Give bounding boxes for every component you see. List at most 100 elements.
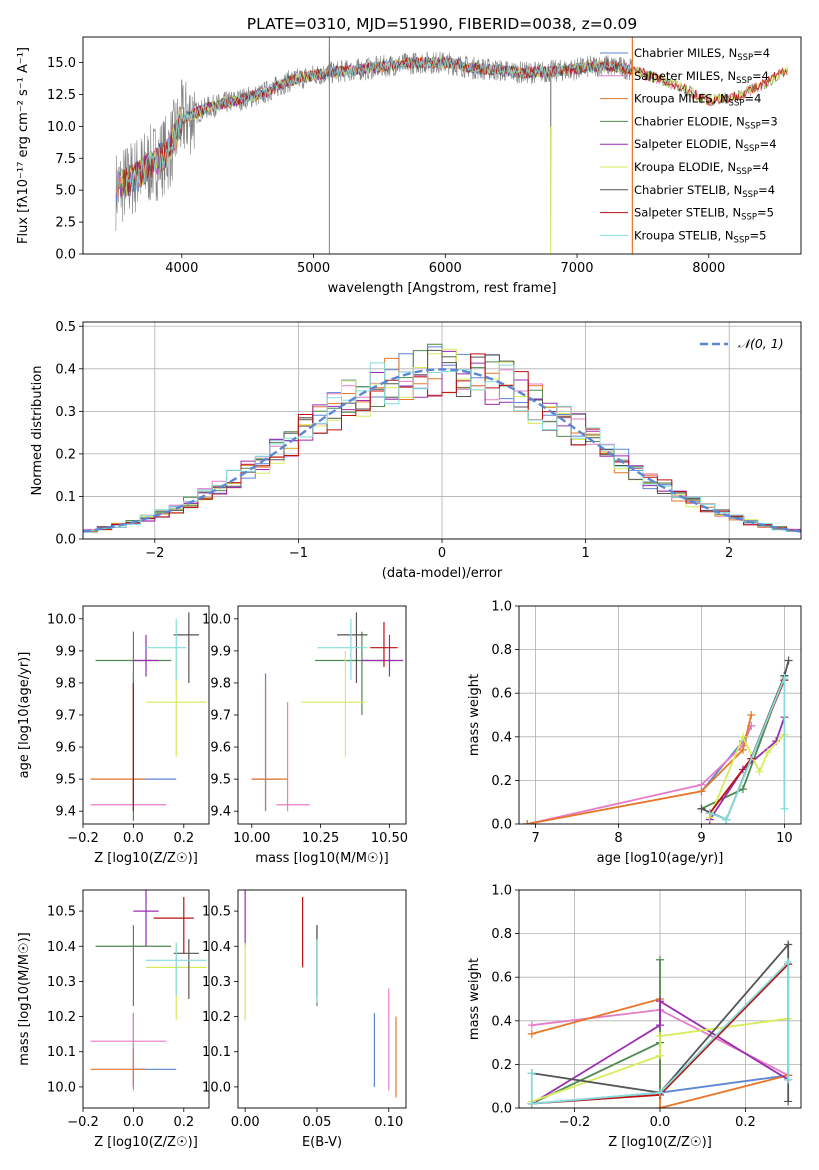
x-tick-label: 5000 [297, 261, 330, 276]
y-tick-label: 9.8 [210, 676, 231, 691]
y-tick-label: 5.0 [55, 184, 76, 199]
legend-entry: Kroupa ELODIE, NSSP=4 [634, 160, 769, 177]
x-axis-label: Z [log10(Z/Z☉)] [94, 1135, 198, 1150]
legend-value: =4 [752, 160, 769, 174]
z-weight-panel: −0.2 0.0 0.2 0.0 0.2 0.4 0.6 0.8 1.0 Z [log10(Z/Z… [467, 884, 802, 1150]
x-tick-label: 0.00 [231, 1115, 260, 1130]
weight-point-marker [780, 804, 789, 813]
y-tick-label: 10.4 [47, 940, 76, 955]
weight-point-marker [697, 804, 706, 813]
axes-frame [518, 889, 802, 1109]
y-tick-label: 0.0 [55, 248, 76, 263]
weight-point-marker [656, 1021, 664, 1030]
y-axis-label: age [log10(age/yr)] [17, 652, 32, 779]
legend-entry: Salpeter ELODIE, NSSP=4 [634, 137, 777, 154]
legend-value: =4 [753, 46, 770, 60]
x-tick-label: 0.2 [735, 1115, 756, 1130]
y-tick-label: 1.0 [491, 600, 512, 615]
x-tick-label: 10.00 [233, 831, 270, 846]
residuals-panel: −2 −1 0 1 2 0.0 0.1 0.2 0.3 0.4 0.5 (data-model)/er… [30, 320, 802, 581]
y-tick-label: 9.4 [55, 805, 76, 820]
y-tick-label: 0.8 [491, 643, 512, 658]
y-tick-label: 7.5 [55, 152, 76, 167]
y-tick-label: 10.0 [202, 1080, 231, 1095]
ebv-mass-panel: 0.00 0.05 0.10 10.0 10.1 10.2 10.3 10.4 10.5 E(B-… [202, 889, 407, 1150]
x-tick-label: −0.2 [67, 1115, 99, 1130]
y-tick-label: 0.1 [55, 490, 76, 505]
weight-point-marker [527, 1021, 536, 1030]
y-tick-label: 0.2 [491, 1058, 512, 1073]
y-tick-label: 0.5 [55, 320, 76, 335]
x-axis-label: Z [log10(Z/Z☉)] [94, 851, 198, 866]
legend-value: =4 [758, 183, 775, 197]
weight-point-marker [656, 1032, 664, 1041]
y-axis-label: mass weight [467, 958, 482, 1040]
weight-point-marker [722, 815, 731, 824]
y-tick-label: 0.0 [491, 818, 512, 833]
x-tick-label: 10 [776, 831, 793, 846]
weight-point-marker [697, 787, 706, 796]
legend-value: =4 [744, 92, 761, 106]
y-tick-label: 1.0 [491, 884, 512, 899]
y-tick-label: 10.0 [47, 1080, 76, 1095]
z-mass-panel: −0.2 0.0 0.2 10.0 10.1 10.2 10.3 10.4 10.5 Z [log… [17, 889, 210, 1150]
legend-entry: Kroupa STELIB, NSSP=5 [634, 228, 766, 245]
x-tick-label: 0.2 [173, 1115, 194, 1130]
y-tick-label: 10.1 [202, 1045, 231, 1060]
y-axis-label: Flux [fλ10⁻¹⁷ erg cm⁻² s⁻¹ A⁻¹] [16, 47, 31, 244]
y-tick-label: 9.8 [55, 676, 76, 691]
weight-lines [527, 940, 793, 1108]
x-tick-label: 0.0 [650, 1115, 671, 1130]
x-tick-label: 4000 [165, 261, 198, 276]
y-tick-label: 2.5 [55, 216, 76, 231]
weight-point-marker [656, 955, 664, 964]
weight-point-marker [784, 1097, 793, 1106]
axes-frame [237, 605, 407, 825]
weight-point-marker [527, 1069, 536, 1078]
legend-subscript: SSP [734, 235, 750, 245]
y-tick-label: 10.3 [202, 975, 231, 990]
spectrum-panel: 4000 5000 6000 7000 8000 0.0 2.5 5.0 7.5 10.0 12.5… [16, 36, 802, 296]
weight-lines [523, 656, 793, 824]
weight-series-line [531, 999, 789, 1105]
spectrum-lines [115, 37, 789, 254]
weight-point-marker [656, 997, 664, 1006]
y-tick-label: 0.6 [491, 687, 512, 702]
y-tick-label: 0.6 [491, 971, 512, 986]
weight-point-marker [523, 820, 532, 824]
legend-value: =4 [760, 137, 777, 151]
axes-frame [82, 36, 802, 255]
figure-title: PLATE=0310, MJD=51990, FIBERID=0038, z=0… [247, 15, 637, 33]
weight-point-marker [784, 940, 793, 949]
legend-entry: Chabrier ELODIE, NSSP=3 [634, 114, 778, 131]
x-tick-label: 10.50 [371, 831, 408, 846]
y-tick-label: 9.4 [210, 805, 231, 820]
error-bars [244, 890, 397, 1098]
x-tick-label: 0.05 [302, 1115, 331, 1130]
y-tick-label: 0.3 [55, 405, 76, 420]
y-tick-label: 9.6 [210, 741, 231, 756]
x-tick-label: 8000 [692, 261, 725, 276]
x-tick-label: 0.2 [173, 831, 194, 846]
weight-point-marker [763, 748, 772, 757]
y-tick-label: 0.0 [55, 533, 76, 548]
legend-entry: 𝒩(0, 1) [738, 336, 784, 351]
histograms [83, 343, 801, 533]
x-axis-label: (data-model)/error [382, 566, 503, 581]
weight-point-marker [738, 732, 747, 741]
legend-value: =5 [749, 228, 766, 242]
y-tick-label: 12.5 [47, 88, 76, 103]
legend-subscript: SSP [736, 167, 752, 177]
y-tick-label: 9.5 [210, 773, 231, 788]
y-tick-label: 10.0 [202, 612, 231, 627]
error-bars [90, 890, 207, 1091]
y-tick-label: 9.7 [55, 709, 76, 724]
y-tick-label: 0.0 [491, 1102, 512, 1117]
legend-subscript: SSP [742, 190, 758, 200]
x-tick-label: 10.25 [302, 831, 339, 846]
x-tick-label: 0 [438, 546, 446, 561]
x-tick-label: 0.0 [123, 1115, 144, 1130]
x-tick-label: −0.2 [67, 831, 99, 846]
y-tick-label: 9.5 [55, 773, 76, 788]
